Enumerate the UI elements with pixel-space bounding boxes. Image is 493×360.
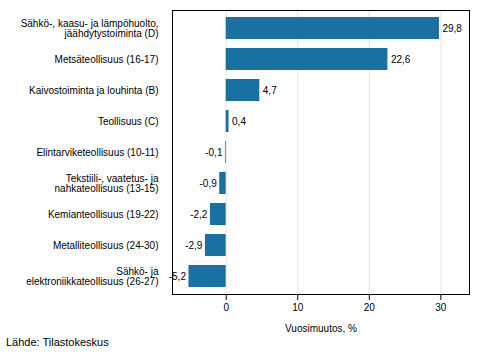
- svg-text:Kaivostoiminta ja louhinta (B): Kaivostoiminta ja louhinta (B): [29, 85, 159, 96]
- svg-text:29,8: 29,8: [442, 23, 462, 34]
- svg-text:-2,9: -2,9: [185, 240, 203, 251]
- svg-text:-5,2: -5,2: [169, 271, 187, 282]
- svg-text:Teollisuus (C): Teollisuus (C): [98, 116, 159, 127]
- svg-text:Metsäteollisuus (16-17): Metsäteollisuus (16-17): [55, 54, 159, 65]
- svg-text:Elintarviketeollisuus (10-11): Elintarviketeollisuus (10-11): [36, 147, 158, 158]
- svg-text:Kemianteollisuus (19-22): Kemianteollisuus (19-22): [48, 209, 159, 220]
- svg-text:Sähkö- jaelektroniikkateollisu: Sähkö- jaelektroniikkateollisuus (26-27): [26, 266, 159, 287]
- html-text:Lähde: Tilastokeskus: Lähde: Tilastokeskus: [6, 336, 109, 348]
- svg-text:30: 30: [435, 302, 447, 313]
- svg-text:Sähkö-, kaasu- ja lämpöhuolto,: Sähkö-, kaasu- ja lämpöhuolto,jäähdytyst…: [21, 18, 159, 39]
- svg-text:-2,2: -2,2: [190, 209, 208, 220]
- svg-text:0: 0: [223, 302, 229, 313]
- svg-text:-0,9: -0,9: [199, 178, 217, 189]
- svg-text:Metalliteollisuus (24-30): Metalliteollisuus (24-30): [53, 240, 159, 251]
- svg-text:4,7: 4,7: [263, 85, 277, 96]
- svg-text:10: 10: [292, 302, 304, 313]
- svg-text:22,6: 22,6: [391, 54, 411, 65]
- svg-text:-0,1: -0,1: [205, 147, 223, 158]
- svg-text:Tekstiili-, vaatetus- janahkat: Tekstiili-, vaatetus- janahkateollisuus …: [55, 173, 159, 194]
- svg-text:0,4: 0,4: [232, 116, 246, 127]
- svg-text:20: 20: [364, 302, 376, 313]
- svg-text:Vuosimuutos, %: Vuosimuutos, %: [285, 323, 357, 334]
